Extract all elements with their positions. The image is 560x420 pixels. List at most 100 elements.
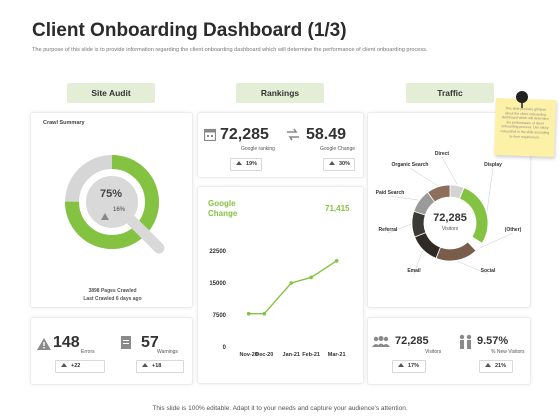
- ranking-delta: 19%: [246, 161, 258, 167]
- leader-line: [409, 167, 439, 187]
- donut-slice: [414, 232, 441, 259]
- rankings-card: 72,285 Google ranking 19% 58.49 Google C…: [197, 112, 364, 178]
- ranking-value: 72,285: [220, 126, 269, 143]
- x-tick-label: Jan-21: [283, 352, 300, 358]
- up-arrow-icon: [329, 161, 335, 165]
- donut-slice: [427, 184, 451, 203]
- footer-text: This slide is 100% editable. Adapt it to…: [152, 405, 408, 412]
- warnings-delta: +18: [152, 363, 162, 369]
- calendar-icon: [204, 128, 216, 141]
- ranking-label: Google ranking: [241, 146, 275, 152]
- leader-line: [441, 156, 458, 185]
- donut-slice-label: (Other): [505, 227, 522, 233]
- magnifier-lens: [84, 174, 140, 230]
- section-site-audit: Site Audit: [67, 83, 155, 103]
- leader-line: [457, 261, 489, 275]
- traffic-donut-chart: Direct Display (Other) Social Email Referral P…: [376, 151, 522, 275]
- traffic-center-label: Visitors: [441, 226, 459, 232]
- up-arrow-icon: [398, 363, 404, 367]
- donut-slice-label: Email: [407, 268, 421, 274]
- warnings-label: Warnings: [157, 349, 178, 355]
- leader-line: [479, 232, 514, 249]
- visitors-card: 72,285 Visitors 17% 9.57% % New Visitors…: [367, 317, 531, 385]
- crawl-ring-progress: [65, 155, 159, 249]
- users-icon: [372, 336, 390, 347]
- change-delta-badge: 30%: [323, 158, 355, 171]
- donut-slice-label: Paid Search: [376, 190, 405, 196]
- new-visitors-delta-badge: 21%: [479, 360, 513, 373]
- pin-stem: [521, 101, 523, 108]
- data-point: [246, 311, 251, 316]
- pages-crawled: 3898 Pages Crawled: [88, 288, 137, 294]
- change-label: Google Change: [320, 146, 356, 152]
- warnings-value: 57: [141, 334, 159, 351]
- last-crawled: Last Crawled 6 days ago: [83, 296, 142, 302]
- donut-slice-label: Direct: [435, 151, 450, 157]
- google-change-chart-card: Google Change 71,415 0 7500 15000 22500 Nov-…: [197, 186, 364, 384]
- new-visitors-label: % New Visitors: [491, 349, 525, 355]
- up-arrow-icon: [236, 161, 242, 165]
- crawl-summary-title: Crawl Summary: [43, 120, 85, 126]
- donut-slice-label: Organic Search: [392, 162, 429, 168]
- data-point: [334, 259, 339, 263]
- swap-arrows-icon: [287, 128, 299, 141]
- page-title: Client Onboarding Dashboard (1/3): [32, 20, 347, 41]
- crawl-sub-percent: 16%: [113, 207, 126, 213]
- y-tick-label: 0: [223, 345, 227, 351]
- change-delta: 30%: [339, 161, 351, 167]
- sticky-note[interactable]: This slide provides glimpse about the cl…: [494, 97, 556, 158]
- x-tick-label: Nov-20: [240, 352, 258, 358]
- series-line: [248, 260, 338, 315]
- visitors-value: 72,285: [395, 335, 429, 347]
- section-rankings: Rankings: [236, 83, 324, 103]
- donut-slice-label: Display: [484, 162, 502, 168]
- donut-slice: [435, 241, 477, 262]
- pushpin-icon: [516, 91, 528, 103]
- up-arrow-icon: [61, 363, 67, 367]
- crawl-summary-card: Crawl Summary 75% 16% 3898 Pages Crawled…: [30, 112, 193, 308]
- chart-title-line1: Google: [208, 199, 236, 208]
- document-icon: [121, 336, 131, 349]
- donut-slice-label: Referral: [379, 227, 399, 233]
- y-tick-label: 7500: [213, 313, 227, 319]
- visitors-delta-badge: 17%: [392, 360, 426, 373]
- new-user-icon: [459, 334, 472, 349]
- y-tick-label: 22500: [209, 249, 226, 255]
- leader-line: [387, 224, 412, 234]
- section-traffic: Traffic: [406, 83, 494, 103]
- chart-title-line2: Change: [208, 209, 238, 218]
- ranking-delta-badge: 19%: [230, 158, 262, 171]
- y-tick-label: 15000: [209, 281, 226, 287]
- traffic-center-value: 72,285: [433, 212, 467, 224]
- page-subtitle: The purpose of this slide is to provide …: [32, 47, 428, 53]
- new-visitors-value: 9.57%: [477, 335, 509, 347]
- chart-headline-value: 71,415: [325, 204, 350, 213]
- x-tick-label: Feb-21: [302, 352, 320, 358]
- magnifier-handle: [126, 215, 165, 254]
- up-arrow-icon: [142, 363, 148, 367]
- data-point: [309, 275, 313, 280]
- leader-line: [389, 195, 419, 201]
- x-tick-label: Mar-21: [328, 352, 346, 358]
- chart-title: Google Change: [208, 199, 237, 219]
- new-visitors-delta: 21%: [495, 363, 507, 369]
- data-point: [262, 311, 267, 316]
- warnings-delta-badge: +18: [136, 360, 184, 373]
- errors-warnings-card: 148 Errors +22 57 Warnings +18: [30, 317, 193, 385]
- visitors-label: Visitors: [425, 349, 442, 355]
- errors-delta-badge: +22: [55, 360, 105, 373]
- errors-value: 148: [53, 334, 80, 351]
- up-arrow-icon: [485, 363, 491, 367]
- x-tick-label: Dec-20: [255, 352, 273, 358]
- errors-delta: +22: [71, 363, 81, 369]
- errors-label: Errors: [81, 349, 95, 355]
- visitors-delta: 17%: [408, 363, 420, 369]
- warning-triangle-icon: [101, 213, 109, 220]
- data-point: [289, 281, 294, 285]
- donut-slice-label: Social: [481, 268, 496, 274]
- crawl-donut: [65, 155, 165, 254]
- crawl-percent: 75%: [100, 188, 123, 200]
- leader-line: [413, 250, 423, 275]
- change-value: 58.49: [306, 126, 347, 143]
